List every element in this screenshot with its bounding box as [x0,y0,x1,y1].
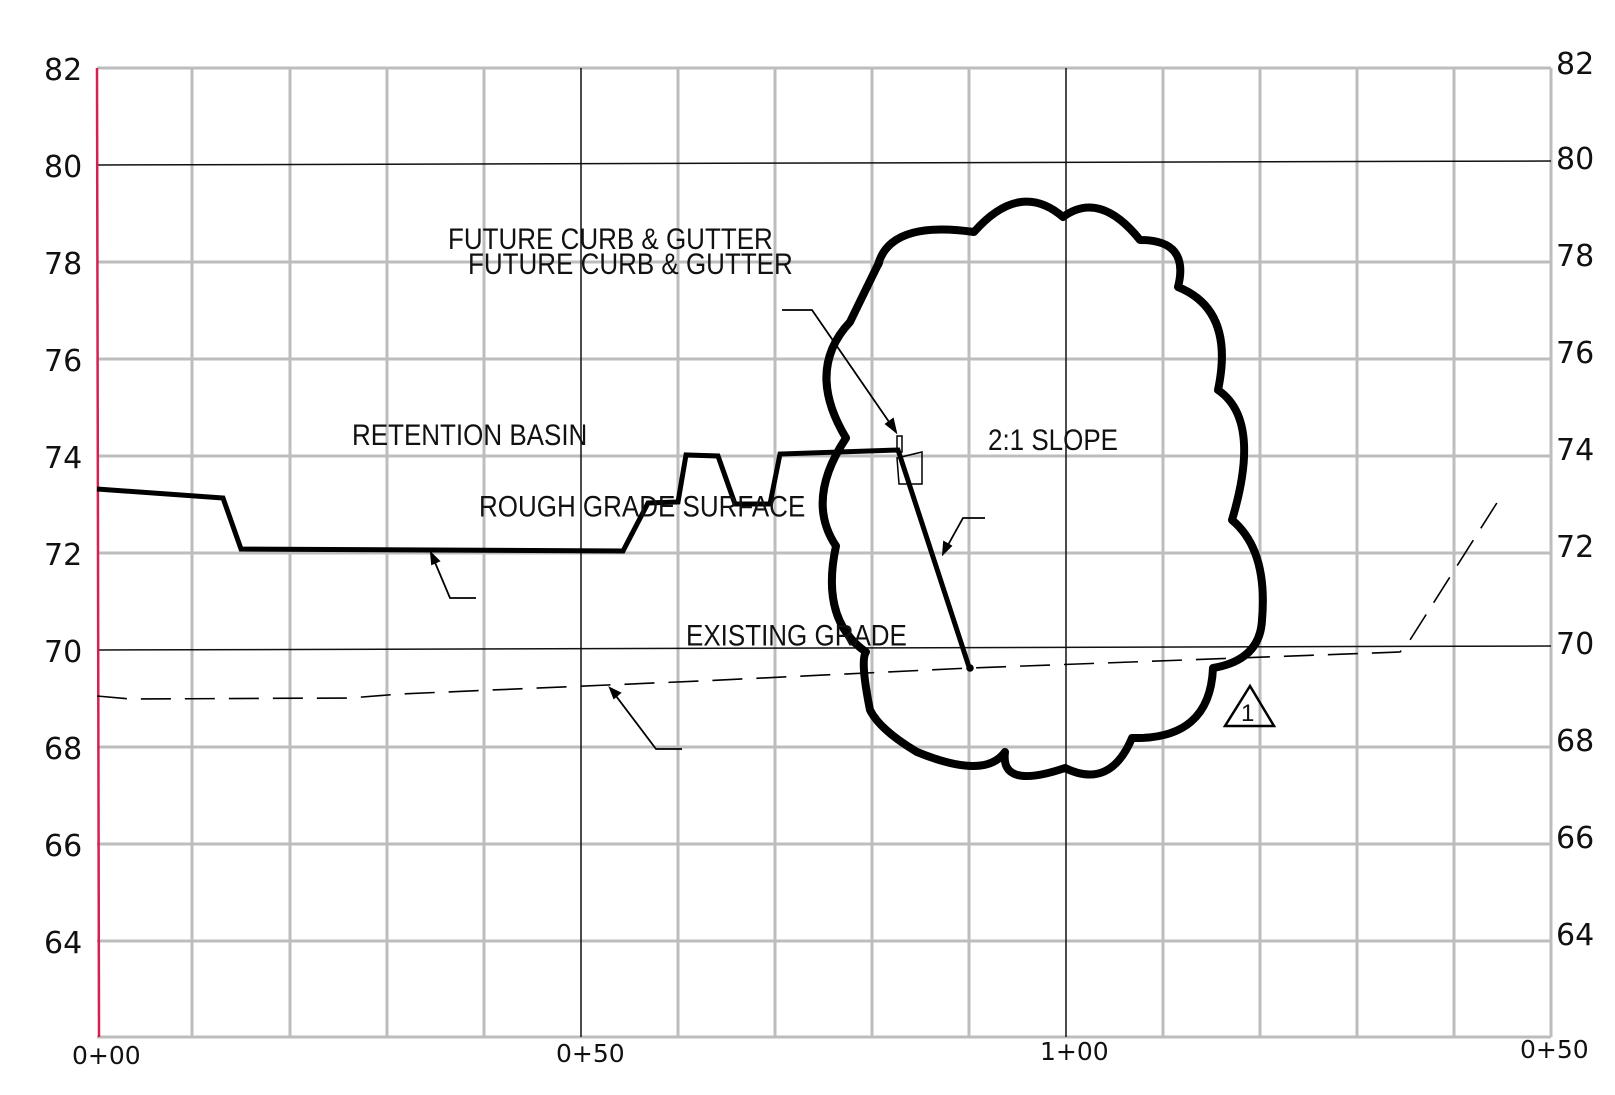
elev-label-left: 78 [44,247,82,282]
note-existing-grade: EXISTING GRADE [686,619,907,652]
note-slope: 2:1 SLOPE [988,423,1118,456]
elev-label-left: 74 [44,441,82,476]
note-future-curb-1: FUTURE CURB & GUTTER [448,222,773,255]
elev-label-right: 76 [1556,336,1594,371]
leaders [429,309,985,750]
note-future-curb-2: FUTURE CURB & GUTTER [468,247,793,280]
station-label: 0+50 [1520,1035,1589,1064]
station-label: 1+00 [1040,1037,1109,1066]
rough-grade-leader [430,552,476,599]
station-label: 0+50 [556,1039,625,1068]
rough-grade-surface-line [96,447,973,671]
revision-cloud [818,197,1267,780]
revision-number: 1 [1241,700,1254,727]
elev-label-right: 74 [1556,433,1594,468]
revision-triangle: 1 [1222,683,1277,728]
station-axis: 0+00 0+50 1+00 0+50 [72,1035,1589,1070]
elev-label-right: 66 [1556,821,1594,856]
elevation-axis-right: 82 80 78 76 74 72 70 68 66 64 [1556,47,1594,953]
curb-leader [782,309,897,433]
curb-gutter-symbol [896,435,974,672]
existing-grade-line [96,497,1501,700]
elev-label-right: 72 [1556,530,1594,565]
elev-label-left: 70 [44,635,82,670]
notes: FUTURE CURB & GUTTER FUTURE CURB & GUTTE… [352,222,1118,652]
elev-label-right: 78 [1556,239,1594,274]
elev-label-left: 66 [44,829,82,864]
elev-label-right: 68 [1556,724,1594,759]
elev-label-right: 82 [1556,47,1594,82]
elev-label-left: 68 [44,732,82,767]
station-label: 0+00 [72,1041,141,1070]
elev-label-left: 72 [44,538,82,573]
left-border [95,67,101,1038]
slope-leader [942,517,985,555]
existing-grade-leader [609,687,682,750]
elev-label-left: 76 [44,344,82,379]
elev-label-right: 64 [1556,918,1594,953]
elev-label-right: 80 [1556,142,1594,177]
elevation-axis-left: 82 80 78 76 74 72 70 68 66 64 [44,53,82,961]
grid [95,66,1553,1039]
elev-label-right: 70 [1556,627,1594,662]
elev-label-left: 82 [44,53,82,88]
note-retention-basin: RETENTION BASIN [352,418,587,451]
elev-label-left: 64 [44,926,82,961]
note-rough-grade-surface: ROUGH GRADE SURFACE [479,490,805,523]
elev-label-left: 80 [44,150,82,185]
